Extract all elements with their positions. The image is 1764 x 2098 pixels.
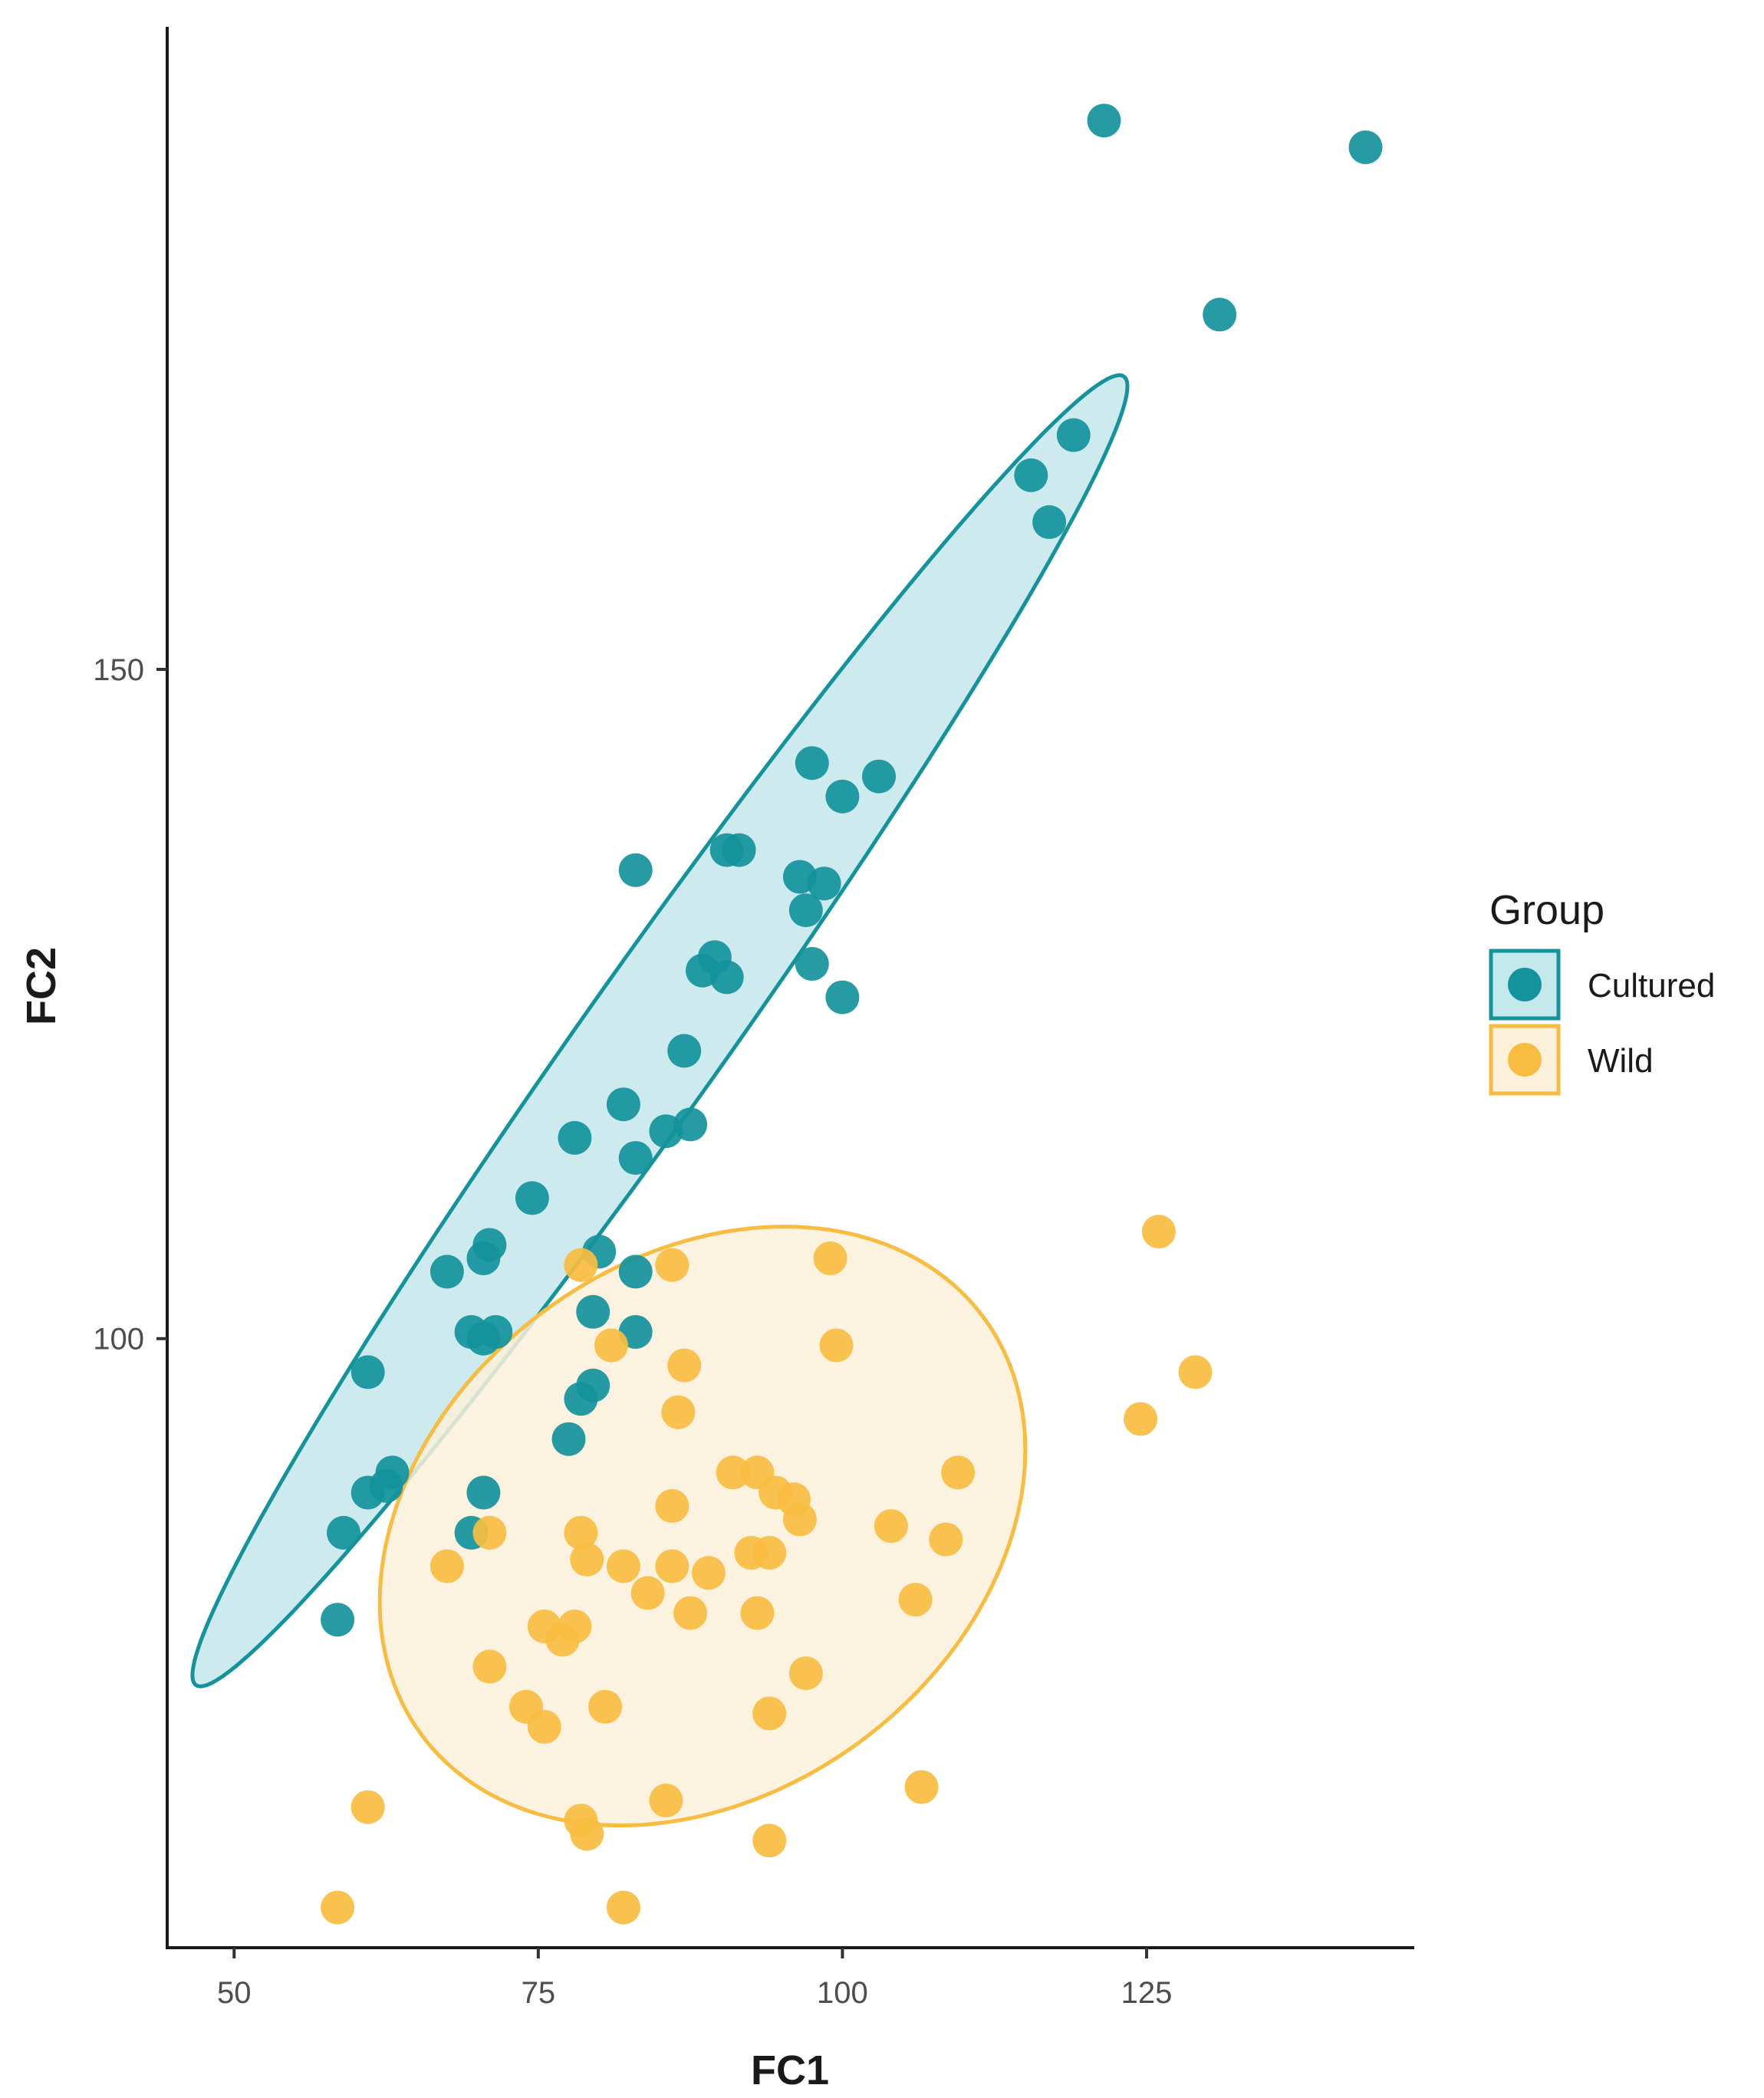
wild-point — [564, 1248, 598, 1282]
cultured-point — [667, 1034, 702, 1068]
wild-point — [564, 1515, 598, 1550]
cultured-point — [722, 833, 756, 867]
wild-point — [594, 1328, 628, 1363]
wild-point — [606, 1549, 640, 1583]
wild-point — [813, 1241, 847, 1275]
wild-point — [321, 1890, 355, 1925]
wild-point — [1124, 1402, 1158, 1436]
wild-point — [472, 1515, 507, 1550]
wild-point — [649, 1784, 683, 1817]
confidence-ellipses — [190, 373, 1130, 1828]
wild-point — [429, 1549, 464, 1583]
cultured-point — [1203, 298, 1237, 332]
cultured-legend-label: Cultured — [1588, 967, 1715, 1005]
wild-point — [874, 1509, 908, 1544]
legend-items: Cultured Wild — [1489, 949, 1715, 1096]
cultured-point — [515, 1181, 549, 1215]
cultured-point — [558, 1120, 592, 1155]
wild-point — [588, 1689, 623, 1724]
cultured-point — [576, 1294, 610, 1329]
wild-point — [667, 1348, 702, 1383]
x-tick-label: 125 — [1121, 1976, 1173, 2010]
wild-legend-label: Wild — [1588, 1042, 1654, 1080]
y-tick-label: 150 — [93, 653, 144, 687]
cultured-point — [551, 1422, 586, 1456]
wild-point — [691, 1556, 726, 1590]
wild-point — [655, 1549, 689, 1583]
x-tick-label: 100 — [817, 1976, 868, 2010]
wild-point — [898, 1583, 933, 1617]
cultured-point — [1087, 104, 1121, 138]
cultured-point — [606, 1087, 640, 1122]
cultured-point — [788, 893, 823, 928]
cultured-point — [649, 1114, 683, 1149]
wild-point — [570, 1542, 604, 1577]
cultured-point — [1348, 130, 1383, 165]
cultured-point — [327, 1515, 360, 1550]
tick-labels: 50 75 100 125 100 150 — [93, 653, 1172, 2010]
cultured-point — [795, 746, 829, 781]
wild-point — [782, 1502, 817, 1537]
cultured-point — [350, 1355, 385, 1389]
wild-point — [1141, 1215, 1176, 1249]
wild-point — [606, 1890, 640, 1925]
wild-point — [472, 1649, 507, 1684]
wild-point — [570, 1817, 604, 1851]
cultured-point — [1032, 505, 1067, 539]
cultured-point — [618, 1141, 653, 1176]
legend: Group Cultured Wild — [1489, 887, 1715, 1096]
cultured-legend-marker — [1508, 968, 1542, 1001]
wild-point — [1178, 1355, 1213, 1389]
wild-point — [752, 1823, 787, 1858]
axes — [166, 27, 1414, 1949]
wild-legend-marker — [1508, 1043, 1542, 1077]
cultured-point — [576, 1368, 610, 1403]
data-points — [321, 104, 1383, 1925]
cultured-point — [709, 960, 744, 995]
wild-point — [655, 1488, 689, 1523]
cultured-point — [350, 1475, 385, 1510]
wild-point — [673, 1596, 708, 1630]
cultured-point — [321, 1603, 355, 1637]
cultured-point — [466, 1475, 501, 1510]
cultured-point — [862, 759, 896, 794]
y-axis-title: FC2 — [18, 947, 64, 1025]
wild-point — [545, 1623, 580, 1657]
cultured-point — [466, 1241, 501, 1275]
cultured-ellipse — [190, 373, 1130, 1689]
cultured-point — [1056, 418, 1091, 452]
x-tick-label: 50 — [217, 1976, 252, 2010]
wild-point — [752, 1536, 787, 1570]
cultured-point — [618, 1255, 653, 1289]
wild-point — [929, 1522, 963, 1557]
wild-point — [752, 1696, 787, 1731]
wild-ellipse — [377, 1225, 1028, 1828]
x-tick-label: 75 — [522, 1976, 556, 2010]
wild-point — [941, 1455, 976, 1490]
y-tick-label: 100 — [93, 1323, 144, 1356]
cultured-point — [825, 779, 860, 814]
wild-point — [740, 1596, 775, 1630]
wild-point — [788, 1656, 823, 1691]
cultured-point — [795, 947, 829, 981]
cultured-point — [479, 1315, 513, 1349]
wild-point — [716, 1455, 750, 1490]
cultured-point — [807, 866, 841, 901]
wild-point — [350, 1790, 385, 1824]
legend-title: Group — [1489, 887, 1604, 933]
wild-point — [904, 1770, 939, 1804]
cultured-point — [825, 980, 860, 1014]
wild-point — [819, 1328, 854, 1363]
wild-point — [527, 1710, 561, 1744]
x-axis-title: FC1 — [751, 2047, 829, 2093]
wild-point — [630, 1576, 665, 1610]
cultured-point — [429, 1255, 464, 1289]
cultured-point — [1014, 458, 1048, 492]
wild-point — [661, 1395, 696, 1429]
wild-point — [655, 1248, 689, 1282]
cultured-legend-key — [1489, 949, 1561, 1021]
cultured-point — [618, 853, 653, 887]
